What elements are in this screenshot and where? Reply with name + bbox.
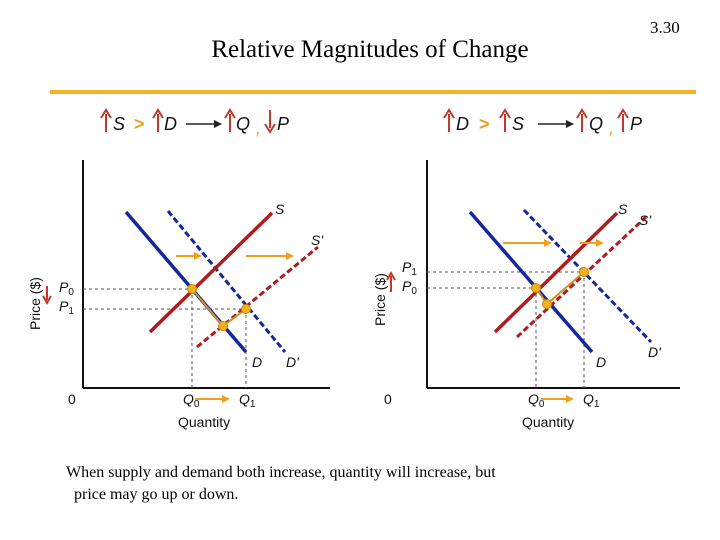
left-x-axis-label: Quantity [178, 414, 230, 430]
right-label-s-prime: S' [639, 212, 652, 228]
right-relation-greater: > [479, 114, 490, 134]
right-result-comma: , [609, 118, 614, 138]
left-supply-shifted-curve [196, 245, 319, 349]
left-result-q: Q [236, 114, 250, 134]
right-x-axis-label: Quantity [522, 414, 574, 430]
right-equilibrium-0 [531, 283, 541, 293]
right-origin-label: 0 [384, 391, 392, 407]
left-equilibrium-0 [187, 284, 197, 294]
left-p1-label: P1 [59, 298, 74, 317]
right-q0-label: Q0 [528, 391, 545, 410]
left-result-comma: , [256, 118, 261, 138]
left-label-d-prime: D' [286, 354, 300, 370]
right-chart: S S' D D' P1 P0 Price ($) 0 Q0 Q1 Quanti… [372, 160, 680, 430]
left-equilibrium-1 [241, 304, 251, 314]
left-relation-second: D [164, 114, 177, 134]
right-relation-header: D > S Q , P [443, 108, 642, 138]
right-equilibrium-1 [579, 267, 589, 277]
left-chart: S S' D D' P0 P1 Price ($) 0 Q0 Q1 Quanti… [27, 160, 330, 430]
left-label-s: S [275, 201, 285, 217]
caption-line-1: When supply and demand both increase, qu… [66, 464, 496, 481]
right-relation-second: S [512, 114, 524, 134]
right-demand-shifted-curve [522, 208, 653, 344]
right-p0-label: P0 [402, 278, 417, 297]
left-intermediate-point [218, 321, 228, 331]
title-divider [50, 90, 696, 94]
left-q1-label: Q1 [239, 391, 256, 410]
left-demand-shifted-curve [166, 210, 287, 353]
right-label-d-prime: D' [648, 344, 662, 360]
right-y-axis-label: Price ($) [372, 273, 388, 326]
slide-caption: When supply and demand both increase, qu… [66, 462, 626, 506]
left-label-s-prime: S' [311, 232, 324, 248]
left-result-p: P [277, 114, 289, 134]
right-p1-label: P1 [402, 259, 417, 278]
right-q1-label: Q1 [583, 391, 600, 410]
right-intermediate-point [542, 299, 552, 309]
left-origin-label: 0 [68, 391, 76, 407]
right-equilibrium-path [535, 271, 585, 306]
left-relation-header: S > D Q , P [100, 108, 289, 138]
right-supply-shifted-curve [515, 215, 648, 339]
right-demand-curve [468, 210, 594, 354]
right-result-p: P [630, 114, 642, 134]
left-q0-label: Q0 [183, 391, 200, 410]
left-p0-label: P0 [59, 279, 74, 298]
left-y-axis-label: Price ($) [27, 277, 43, 330]
right-label-s: S [618, 201, 628, 217]
right-relation-first: D [456, 114, 469, 134]
left-relation-first: S [113, 114, 125, 134]
caption-line-2: price may go up or down. [74, 486, 239, 503]
slide-title: Relative Magnitudes of Change [211, 36, 529, 63]
right-result-q: Q [589, 114, 603, 134]
left-relation-greater: > [134, 114, 145, 134]
right-label-d: D [596, 354, 606, 370]
slide-number: 3.30 [650, 18, 680, 37]
left-supply-curve [148, 211, 274, 334]
left-label-d: D [252, 354, 262, 370]
right-supply-curve [493, 211, 619, 334]
